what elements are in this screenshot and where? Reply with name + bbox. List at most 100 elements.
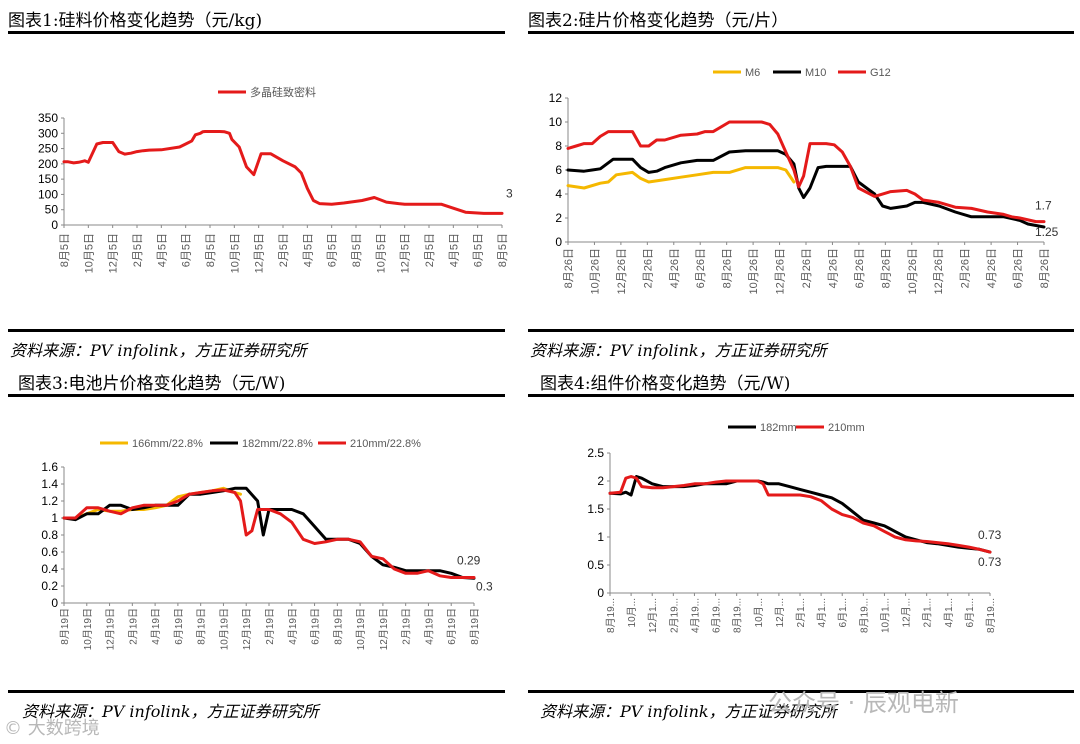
legend-label: M10 [805,67,826,79]
chart4-title-rule [528,394,1074,397]
x-tick-label: 12月19日 [105,608,117,650]
x-tick-label: 12月5日 [400,233,412,273]
x-tick-label: 4月5日 [302,233,314,267]
y-tick-label: 1 [51,511,58,525]
x-tick-label: 2月1... [922,598,934,627]
series-line-m6 [566,166,796,190]
x-tick-label: 6月1... [837,598,849,627]
chart2-source: 资料来源：PV infolink，方正证券研究所 [530,341,827,360]
x-tick-label: 8月19日 [332,608,344,645]
x-tick-label: 8月19... [732,598,744,633]
x-tick-label: 8月19... [605,598,617,633]
x-tick-label: 10月19日 [355,608,367,650]
chart2-source-rule [528,329,1074,332]
y-tick-label: 50 [45,203,59,217]
legend-label: 210mm/22.8% [350,438,421,450]
x-tick-label: 12月19日 [378,608,390,650]
x-tick-label: 8月19... [858,598,870,633]
chart2-title-rule [528,31,1074,34]
y-tick-label: 0.6 [41,545,58,559]
series-line-m10 [566,149,1046,229]
end-value-label: 0.73 [978,528,1002,542]
x-tick-label: 2月26日 [801,248,813,288]
x-tick-label: 4月19日 [287,608,299,645]
x-tick-label: 10月19日 [218,608,230,650]
end-value-label: 3 [506,186,513,200]
y-tick-label: 300 [38,126,58,140]
chart3-title-rule [8,394,505,397]
series-line-g12 [566,120,1046,224]
x-tick-label: 8月5日 [351,233,363,267]
x-tick-label: 2月19... [668,598,680,633]
x-tick-label: 8月19日 [196,608,208,645]
y-tick-label: 150 [38,172,58,186]
chart4-title: 图表4:组件价格变化趋势（元/W) [540,374,791,394]
x-tick-label: 8月19日 [469,608,481,645]
x-tick-label: 10月5日 [83,233,95,273]
chart4-source-rule [528,690,1074,693]
y-tick-label: 6 [555,163,562,177]
x-tick-label: 10月5日 [375,233,387,273]
x-tick-label: 4月26日 [827,248,839,288]
y-tick-label: 1.5 [587,502,604,516]
chart1-source-rule [8,329,505,332]
x-tick-label: 12月26日 [933,248,945,294]
x-tick-label: 10月26日 [589,248,601,294]
chart2: 0 2 4 6 8 10 12 8月26日 10月26日 12月26日 2月26日 4月26日 6月26… [549,67,1059,294]
x-tick-label: 6月26日 [1013,248,1025,288]
y-tick-label: 1.6 [41,460,58,474]
y-tick-label: 1.4 [41,477,58,491]
x-tick-label: 12月5日 [254,233,266,273]
end-value-label: 0.29 [457,554,481,568]
series-line-210mm [608,475,992,554]
legend-label: 多晶硅致密料 [250,85,316,99]
x-tick-label: 4月26日 [986,248,998,288]
x-tick-label: 10月26日 [907,248,919,294]
y-tick-label: 1.2 [41,494,58,508]
y-tick-label: 0 [597,586,604,600]
x-tick-label: 8月26日 [563,248,575,288]
x-tick-label: 8月5日 [59,233,71,267]
legend-label: M6 [745,67,760,79]
x-tick-label: 6月1... [964,598,976,627]
watermark-right: 公众号 · 辰观电新 [768,689,959,717]
x-tick-label: 2月26日 [960,248,972,288]
x-tick-label: 10月5日 [229,233,241,273]
end-value-label: 0.3 [476,579,493,593]
x-tick-label: 2月5日 [132,233,144,267]
legend-label: 166mm/22.8% [132,438,203,450]
y-tick-label: 2 [555,211,562,225]
x-tick-label: 4月5日 [448,233,460,267]
x-tick-label: 12月... [901,598,913,627]
x-tick-label: 6月5日 [181,233,193,267]
x-tick-label: 6月5日 [327,233,339,267]
end-value-label: 1.7 [1035,199,1052,213]
y-tick-label: 0.5 [587,558,604,572]
series-line-182mm228 [62,486,476,580]
chart1-source: 资料来源：PV infolink，方正证券研究所 [10,341,307,360]
end-value-label: 1.25 [1035,225,1059,239]
x-tick-label: 10月... [626,598,638,627]
chart1-title-rule [8,31,505,34]
series-line-210mm228 [62,488,476,579]
x-tick-label: 12月26日 [616,248,628,294]
x-tick-label: 2月5日 [424,233,436,267]
watermark-left: © 大数跨境 [4,718,100,739]
legend-label: 182mm [760,422,797,434]
x-tick-label: 2月19日 [264,608,276,645]
chart4: 0 0.5 1 1.5 2 2.5 8月19... 10月... 12月1... 2月19... 4… [587,422,1002,633]
x-tick-label: 8月26日 [722,248,734,288]
y-tick-label: 0.4 [41,562,58,576]
x-tick-label: 8月26日 [880,248,892,288]
x-tick-label: 12月26日 [775,248,787,294]
x-tick-label: 8月5日 [205,233,217,267]
y-tick-label: 2.5 [587,446,604,460]
x-tick-label: 4月5日 [156,233,168,267]
y-tick-label: 2 [597,474,604,488]
y-tick-label: 10 [549,115,563,129]
x-tick-label: 2月1... [795,598,807,627]
y-tick-label: 200 [38,157,58,171]
x-tick-label: 6月19日 [173,608,185,645]
x-tick-label: 6月19日 [310,608,322,645]
